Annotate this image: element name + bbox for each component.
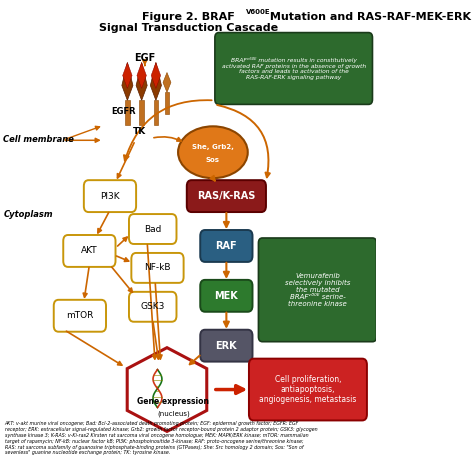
Polygon shape (123, 62, 132, 89)
Text: Sos: Sos (206, 157, 220, 163)
Text: PI3K: PI3K (100, 192, 120, 201)
Text: Cell proliferation,
antiapoptosis,
angiogenesis, metastasis: Cell proliferation, antiapoptosis, angio… (259, 375, 356, 404)
Text: Cytoplasm: Cytoplasm (4, 210, 53, 219)
FancyBboxPatch shape (63, 235, 116, 267)
Text: BRAFᵛ⁶⁰ᴱ mutation results in constitutively
activated RAF proteins in the absenc: BRAFᵛ⁶⁰ᴱ mutation results in constitutiv… (222, 57, 366, 80)
FancyBboxPatch shape (154, 100, 158, 125)
FancyBboxPatch shape (129, 292, 176, 322)
Text: Bad: Bad (144, 225, 162, 234)
Text: Cell membrane: Cell membrane (3, 135, 74, 144)
Text: Vemurafenib
selectively inhibits
the mutated
BRAFᵛ⁶⁰ᴱ serine-
threonine kinase: Vemurafenib selectively inhibits the mut… (285, 273, 350, 307)
FancyBboxPatch shape (125, 100, 130, 125)
Text: RAF: RAF (216, 241, 237, 251)
FancyBboxPatch shape (54, 300, 106, 332)
FancyBboxPatch shape (200, 230, 253, 262)
FancyBboxPatch shape (84, 180, 136, 212)
Text: NF-kB: NF-kB (144, 264, 171, 272)
Text: mTOR: mTOR (66, 311, 93, 320)
Text: TK: TK (133, 127, 146, 136)
FancyBboxPatch shape (200, 330, 253, 362)
FancyBboxPatch shape (258, 238, 376, 342)
Ellipse shape (178, 126, 248, 178)
Text: RAS/K-RAS: RAS/K-RAS (197, 191, 255, 201)
FancyBboxPatch shape (187, 180, 266, 212)
FancyBboxPatch shape (215, 33, 373, 105)
Text: V600E: V600E (246, 8, 271, 15)
Text: Gene expression: Gene expression (137, 397, 210, 406)
Text: AKT: v-akt murine viral oncogene; Bad: Bcl-2-associated death promoting protein;: AKT: v-akt murine viral oncogene; Bad: B… (5, 422, 317, 455)
Text: EGF: EGF (134, 53, 155, 62)
Text: Figure 2. BRAF: Figure 2. BRAF (142, 12, 235, 22)
Text: She, Grb2,: She, Grb2, (192, 144, 234, 150)
Polygon shape (122, 62, 133, 100)
FancyBboxPatch shape (129, 214, 176, 244)
Text: MEK: MEK (215, 291, 238, 301)
Text: ERK: ERK (216, 340, 237, 351)
FancyBboxPatch shape (200, 280, 253, 312)
Polygon shape (137, 62, 146, 89)
Polygon shape (127, 348, 207, 431)
Text: EGFR: EGFR (111, 107, 136, 116)
Text: Mutation and RAS-RAF-MEK-ERK: Mutation and RAS-RAF-MEK-ERK (266, 12, 471, 22)
Polygon shape (136, 62, 147, 100)
Text: AKT: AKT (81, 246, 98, 256)
Text: Signal Transduction Cascade: Signal Transduction Cascade (99, 23, 278, 33)
FancyBboxPatch shape (131, 253, 183, 283)
Text: (nucleus): (nucleus) (157, 410, 190, 417)
FancyBboxPatch shape (164, 92, 169, 114)
Polygon shape (151, 62, 161, 89)
Text: GSK3: GSK3 (141, 303, 165, 311)
Polygon shape (150, 62, 162, 100)
Polygon shape (163, 73, 171, 92)
FancyBboxPatch shape (139, 100, 144, 125)
FancyBboxPatch shape (249, 359, 367, 420)
